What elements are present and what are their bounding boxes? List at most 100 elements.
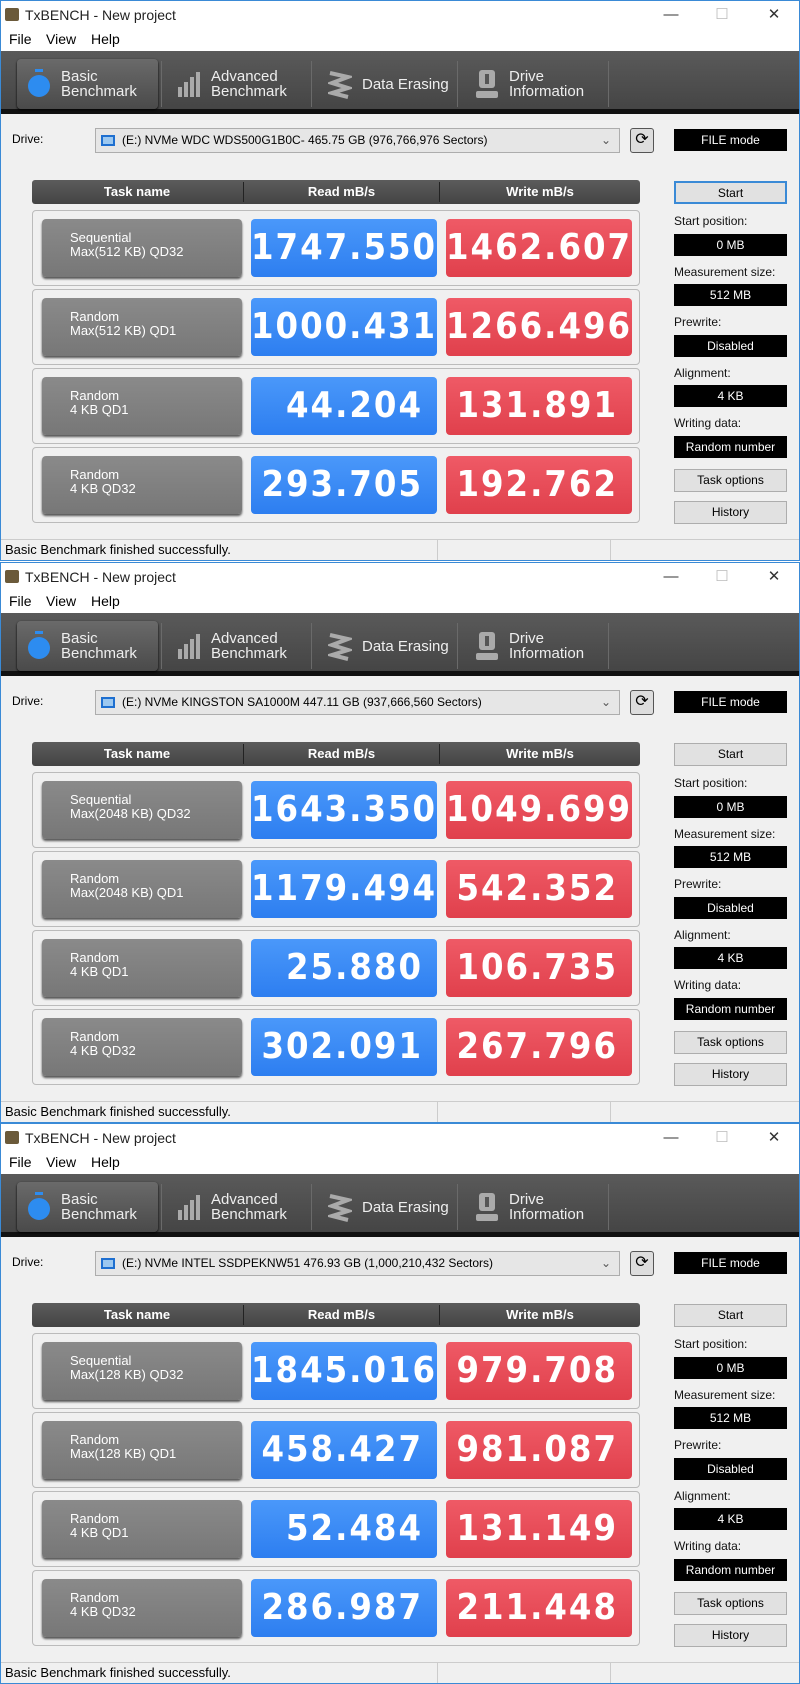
result-row: Random 4 KB QD32 302.091 267.796 — [32, 1009, 640, 1085]
task-button[interactable]: Random 4 KB QD32 — [42, 456, 242, 514]
writing-data-label: Writing data: — [674, 1539, 742, 1553]
task-button[interactable]: Random 4 KB QD32 — [42, 1018, 242, 1076]
start-button[interactable]: Start — [674, 743, 787, 766]
write-result: 131.149 — [446, 1500, 632, 1558]
writing-data-value[interactable]: Random number — [674, 998, 787, 1020]
file-mode-indicator[interactable]: FILE mode — [674, 691, 787, 713]
history-button[interactable]: History — [674, 1063, 787, 1086]
tab-data-erasing[interactable]: Data Erasing — [318, 1182, 455, 1232]
refresh-button[interactable]: ⟳ — [630, 690, 654, 715]
task-options-button[interactable]: Task options — [674, 1592, 787, 1615]
header-read: Read mB/s — [307, 1307, 376, 1322]
task-button[interactable]: Random 4 KB QD1 — [42, 939, 242, 997]
writing-data-label: Writing data: — [674, 416, 742, 430]
tab-drive[interactable]: Drive Information — [465, 1182, 606, 1232]
alignment-value[interactable]: 4 KB — [674, 1508, 787, 1530]
start-position-value[interactable]: 0 MB — [674, 234, 787, 256]
start-position-value[interactable]: 0 MB — [674, 796, 787, 818]
start-button[interactable]: Start — [674, 181, 787, 204]
task-options-button[interactable]: Task options — [674, 469, 787, 492]
menu-help[interactable]: Help — [91, 31, 120, 47]
maximize-button[interactable]: ☐ — [715, 568, 729, 585]
tab-basic[interactable]: Basic Benchmark — [17, 1182, 158, 1232]
toolbar-divider — [311, 61, 312, 107]
measurement-size-label: Measurement size: — [674, 1388, 776, 1402]
refresh-button[interactable]: ⟳ — [630, 128, 654, 153]
measurement-size-value[interactable]: 512 MB — [674, 1407, 787, 1429]
measurement-size-value[interactable]: 512 MB — [674, 846, 787, 868]
menu-view[interactable]: View — [46, 593, 77, 609]
task-button[interactable]: Random 4 KB QD32 — [42, 1579, 242, 1637]
tab-data-erasing[interactable]: Data Erasing — [318, 621, 455, 671]
task-button[interactable]: Random Max(512 KB) QD1 — [42, 298, 242, 356]
read-result: 1845.016 — [251, 1342, 437, 1400]
minimize-button[interactable]: — — [663, 6, 679, 23]
menu-file[interactable]: File — [9, 1154, 32, 1170]
tab-basic[interactable]: Basic Benchmark — [17, 621, 158, 671]
writing-data-value[interactable]: Random number — [674, 436, 787, 458]
tab-drive[interactable]: Drive Information — [465, 621, 606, 671]
menu-help[interactable]: Help — [91, 593, 120, 609]
alignment-value[interactable]: 4 KB — [674, 947, 787, 969]
task-button[interactable]: Sequential Max(512 KB) QD32 — [42, 219, 242, 277]
close-button[interactable]: ✕ — [767, 1129, 781, 1146]
history-button[interactable]: History — [674, 1624, 787, 1647]
task-button[interactable]: Random Max(128 KB) QD1 — [42, 1421, 242, 1479]
tab-advanced[interactable]: Advanced Benchmark — [167, 621, 307, 671]
app-icon — [5, 8, 19, 21]
header-read: Read mB/s — [307, 746, 376, 761]
tab-data-erasing[interactable]: Data Erasing — [318, 59, 455, 109]
writing-data-value[interactable]: Random number — [674, 1559, 787, 1581]
drive-value: (E:) NVMe WDC WDS500G1B0C- 465.75 GB (97… — [122, 133, 488, 147]
refresh-button[interactable]: ⟳ — [630, 1251, 654, 1276]
history-button[interactable]: History — [674, 501, 787, 524]
file-mode-indicator[interactable]: FILE mode — [674, 129, 787, 151]
drive-select[interactable]: (E:) NVMe KINGSTON SA1000M 447.11 GB (93… — [95, 690, 620, 715]
tab-advanced[interactable]: Advanced Benchmark — [167, 59, 307, 109]
maximize-button[interactable]: ☐ — [715, 1129, 729, 1146]
close-button[interactable]: ✕ — [767, 568, 781, 585]
prewrite-value[interactable]: Disabled — [674, 335, 787, 357]
tab-label: Drive Information — [509, 1191, 585, 1223]
menu-help[interactable]: Help — [91, 1154, 120, 1170]
menu-file[interactable]: File — [9, 31, 32, 47]
tab-advanced[interactable]: Advanced Benchmark — [167, 1182, 307, 1232]
menu-file[interactable]: File — [9, 593, 32, 609]
maximize-button[interactable]: ☐ — [715, 6, 729, 23]
measurement-size-value[interactable]: 512 MB — [674, 284, 787, 306]
write-result: 981.087 — [446, 1421, 632, 1479]
read-result: 302.091 — [251, 1018, 437, 1076]
eraser-icon — [324, 631, 356, 661]
minimize-button[interactable]: — — [663, 1129, 679, 1146]
mode-toolbar: Basic Benchmark Advanced Benchmark Data Er… — [1, 613, 799, 676]
prewrite-value[interactable]: Disabled — [674, 897, 787, 919]
measurement-size-label: Measurement size: — [674, 827, 776, 841]
start-button[interactable]: Start — [674, 1304, 787, 1327]
header-divider — [243, 182, 244, 202]
task-button[interactable]: Random Max(2048 KB) QD1 — [42, 860, 242, 918]
task-button[interactable]: Random 4 KB QD1 — [42, 1500, 242, 1558]
window-title: TxBENCH - New project — [25, 7, 176, 23]
drive-select[interactable]: (E:) NVMe INTEL SSDPEKNW51 476.93 GB (1,… — [95, 1251, 620, 1276]
minimize-button[interactable]: — — [663, 568, 679, 585]
status-divider — [610, 1663, 611, 1683]
menu-view[interactable]: View — [46, 31, 77, 47]
start-position-value[interactable]: 0 MB — [674, 1357, 787, 1379]
stopwatch-icon — [27, 631, 51, 661]
write-result: 979.708 — [446, 1342, 632, 1400]
tab-basic[interactable]: Basic Benchmark — [17, 59, 158, 109]
toolbar-divider — [608, 1184, 609, 1230]
alignment-value[interactable]: 4 KB — [674, 385, 787, 407]
task-options-button[interactable]: Task options — [674, 1031, 787, 1054]
tab-drive[interactable]: Drive Information — [465, 59, 606, 109]
menu-view[interactable]: View — [46, 1154, 77, 1170]
drive-select[interactable]: (E:) NVMe WDC WDS500G1B0C- 465.75 GB (97… — [95, 128, 620, 153]
write-result: 267.796 — [446, 1018, 632, 1076]
file-mode-indicator[interactable]: FILE mode — [674, 1252, 787, 1274]
read-result: 1747.550 — [251, 219, 437, 277]
close-button[interactable]: ✕ — [767, 6, 781, 23]
prewrite-value[interactable]: Disabled — [674, 1458, 787, 1480]
task-button[interactable]: Sequential Max(128 KB) QD32 — [42, 1342, 242, 1400]
task-button[interactable]: Random 4 KB QD1 — [42, 377, 242, 435]
task-button[interactable]: Sequential Max(2048 KB) QD32 — [42, 781, 242, 839]
